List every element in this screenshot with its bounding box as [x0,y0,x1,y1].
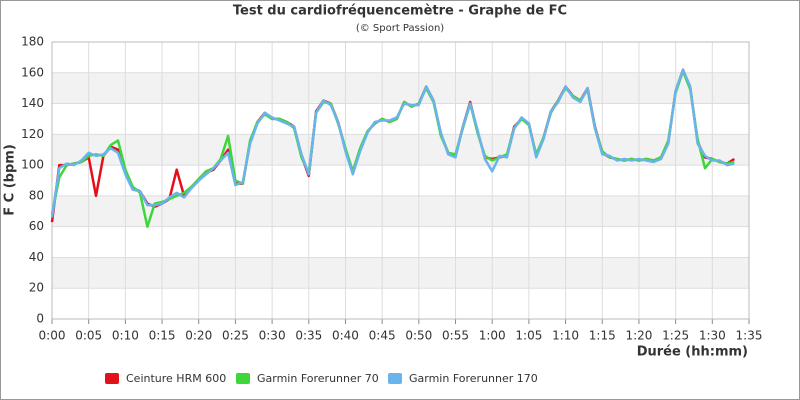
series-line [50,68,735,218]
x-tick-label: 0:25 [222,329,249,343]
y-tick-label: 40 [29,250,44,264]
x-tick-label: 0:15 [149,329,176,343]
x-tick-label: 0:45 [369,329,396,343]
plot-border [51,41,750,320]
legend-label: Ceinture HRM 600 [126,372,226,385]
legend-swatch [388,373,402,384]
x-tick-label: 1:05 [515,329,542,343]
x-tick-label: 1:00 [479,329,506,343]
y-tick-label: 160 [21,65,44,79]
y-tick-label: 80 [29,188,44,202]
y-tick-label: 180 [21,35,44,49]
y-tick-label: 100 [21,158,44,172]
x-tick-label: 0:50 [405,329,432,343]
x-tick-label: 0:30 [259,329,286,343]
chart-subtitle: (© Sport Passion) [356,23,444,34]
grid-band [52,195,749,227]
x-tick-label: 1:35 [736,329,763,343]
x-tick-label: 0:00 [39,329,66,343]
legend-swatch [105,373,119,384]
legend-label: Garmin Forerunner 170 [409,372,538,385]
x-tick-label: 1:15 [589,329,616,343]
legend-swatch [236,373,250,384]
y-tick-label: 20 [29,281,44,295]
x-tick-label: 0:40 [332,329,359,343]
x-tick-label: 1:25 [662,329,689,343]
y-tick-label: 120 [21,127,44,141]
x-tick-label: 0:20 [185,329,212,343]
x-tick-label: 1:20 [625,329,652,343]
legend-label: Garmin Forerunner 70 [257,372,379,385]
x-tick-label: 0:10 [112,329,139,343]
x-tick-label: 1:10 [552,329,579,343]
grid-band [52,72,749,104]
chart-title: Test du cardiofréquencemètre - Graphe de… [233,4,567,19]
x-tick-label: 0:35 [295,329,322,343]
x-tick-label: 0:55 [442,329,469,343]
x-tick-label: 1:30 [699,329,726,343]
y-tick-label: 140 [21,96,44,110]
x-axis-title: Durée (hh:mm) [637,345,748,360]
y-tick-label: 60 [29,219,44,233]
grid-band [52,257,749,289]
y-axis-title: F C (bpm) [3,144,18,216]
y-tick-label: 0 [36,312,44,326]
x-tick-label: 0:05 [75,329,102,343]
